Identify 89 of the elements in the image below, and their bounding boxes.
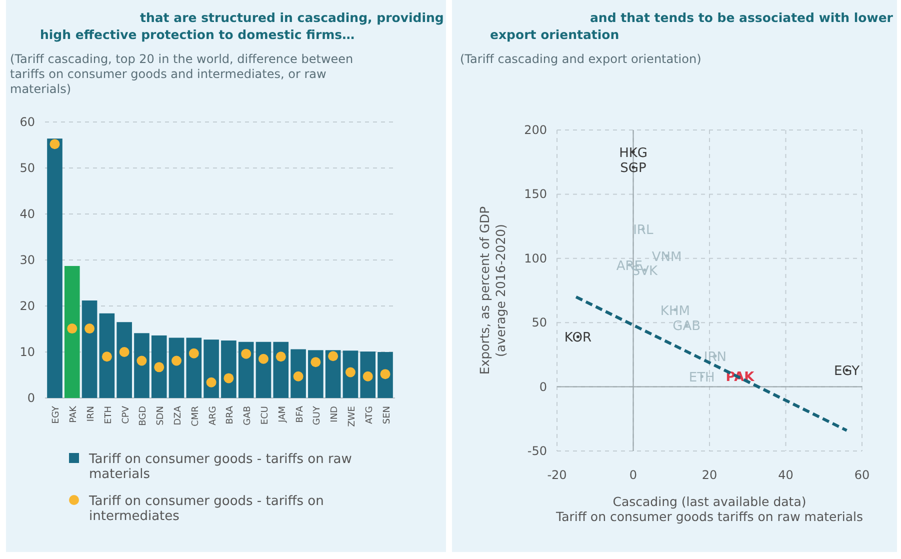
y-tick-label: 30 <box>20 253 35 267</box>
bar <box>204 340 219 398</box>
x-tick-label: BRA <box>226 405 236 424</box>
x-axis-title: Cascading (last available data) Tariff on consumer goods tariffs on raw materials <box>555 494 863 524</box>
x-tick-label: -20 <box>547 468 567 482</box>
data-label: KOR <box>564 330 592 346</box>
x-tick-label: ETH <box>104 406 114 424</box>
x-tick-label: CMR <box>190 406 201 426</box>
legend-label: Tariff on consumer goods - tariffs on intermediates <box>88 494 324 524</box>
y-tick-label: 20 <box>20 299 35 313</box>
y-tick-label: 50 <box>532 316 547 330</box>
chart-subtitle: (Tariff cascading and export orientation) <box>460 52 702 66</box>
bar <box>168 338 184 398</box>
point <box>310 357 321 368</box>
point <box>188 348 199 358</box>
point <box>362 371 373 382</box>
y-tick-label: 200 <box>524 123 547 137</box>
y-tick-label: 60 <box>20 115 35 129</box>
x-tick-label: CPV <box>121 405 132 424</box>
x-tick-label: IND <box>330 406 340 422</box>
data-label: GAB <box>672 319 701 334</box>
x-tick-label: ECU <box>260 406 270 425</box>
point <box>102 352 112 362</box>
point <box>84 324 95 334</box>
y-tick-label: 0 <box>27 391 35 405</box>
point <box>241 348 252 359</box>
y-axis-title: Exports, as percent of GDP (average 2016-2020) <box>477 206 508 375</box>
data-label: ETH <box>688 370 715 386</box>
x-tick-label: 0 <box>629 468 638 482</box>
chart-title: that are structured in cascading, providing high effective protection to domestic firms… <box>40 10 444 42</box>
bar <box>151 335 167 398</box>
point <box>136 356 147 366</box>
data-label: SGP <box>620 161 646 176</box>
x-tick-label: ARG <box>208 406 218 426</box>
bar <box>273 342 289 398</box>
bar <box>134 333 150 398</box>
point <box>206 377 216 388</box>
y-tick-label: 150 <box>524 187 547 202</box>
point <box>172 356 182 366</box>
point <box>154 362 164 372</box>
x-tick-label: GAB <box>243 406 254 426</box>
bar <box>99 313 115 398</box>
bar <box>221 340 236 398</box>
bar <box>47 138 62 398</box>
y-tick-label: 10 <box>20 345 35 359</box>
x-tick-label: ATG <box>364 406 375 424</box>
bar <box>64 266 80 398</box>
bar <box>116 322 132 398</box>
x-tick-label: 20 <box>702 468 718 482</box>
bar <box>238 342 254 398</box>
point <box>119 347 130 357</box>
x-tick-label: 40 <box>778 468 794 482</box>
y-tick-label: 0 <box>539 380 547 394</box>
x-tick-label: BFA <box>295 405 306 423</box>
point <box>328 351 338 362</box>
data-label: KHM <box>660 304 690 319</box>
data-label: EGY <box>834 364 860 380</box>
point <box>67 324 78 334</box>
point <box>293 371 304 382</box>
x-tick-label: ZWE <box>347 406 358 427</box>
x-tick-label: 60 <box>854 468 870 482</box>
y-tick-label: 40 <box>20 207 35 221</box>
x-tick-label: EGY <box>52 406 62 424</box>
data-label: VNM <box>652 250 682 265</box>
point <box>224 373 234 384</box>
y-tick-label: -50 <box>527 444 547 458</box>
x-tick-label: IRN <box>86 406 97 422</box>
bar <box>256 342 272 398</box>
legend-label: Tariff on consumer goods - tariffs on raw materials <box>88 452 352 482</box>
bar <box>82 300 98 398</box>
x-tick-label: BGD <box>138 406 149 426</box>
x-tick-label: JAM <box>278 406 288 424</box>
point <box>276 352 286 362</box>
y-tick-label: 50 <box>20 161 35 175</box>
x-tick-label: PAK <box>69 404 80 423</box>
point <box>345 367 356 378</box>
x-tick-label: GUY <box>312 406 323 426</box>
y-tick-label: 100 <box>524 251 547 266</box>
point <box>258 354 268 364</box>
point <box>380 369 390 380</box>
point <box>50 139 60 150</box>
data-label: HKG <box>619 146 648 161</box>
bar <box>186 338 202 398</box>
chart-title: and that tends to be associated with lower export orientation <box>490 10 894 42</box>
x-tick-label: DZA <box>174 405 184 426</box>
chart-subtitle: (Tariff cascading, top 20 in the world, difference between tariffs on consumer goods and intermediates, or raw materials) <box>10 52 354 96</box>
data-label: IRN <box>704 350 727 365</box>
x-tick-label: SDN <box>156 406 166 426</box>
x-tick-label: SEN <box>382 406 392 424</box>
